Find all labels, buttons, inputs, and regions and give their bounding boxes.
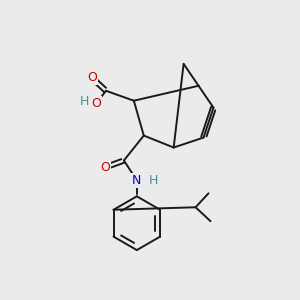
Text: O: O — [91, 97, 101, 110]
Text: H: H — [80, 95, 89, 108]
Text: N: N — [132, 174, 142, 187]
Text: H: H — [149, 174, 158, 187]
Text: O: O — [100, 161, 110, 174]
Text: O: O — [87, 71, 97, 84]
